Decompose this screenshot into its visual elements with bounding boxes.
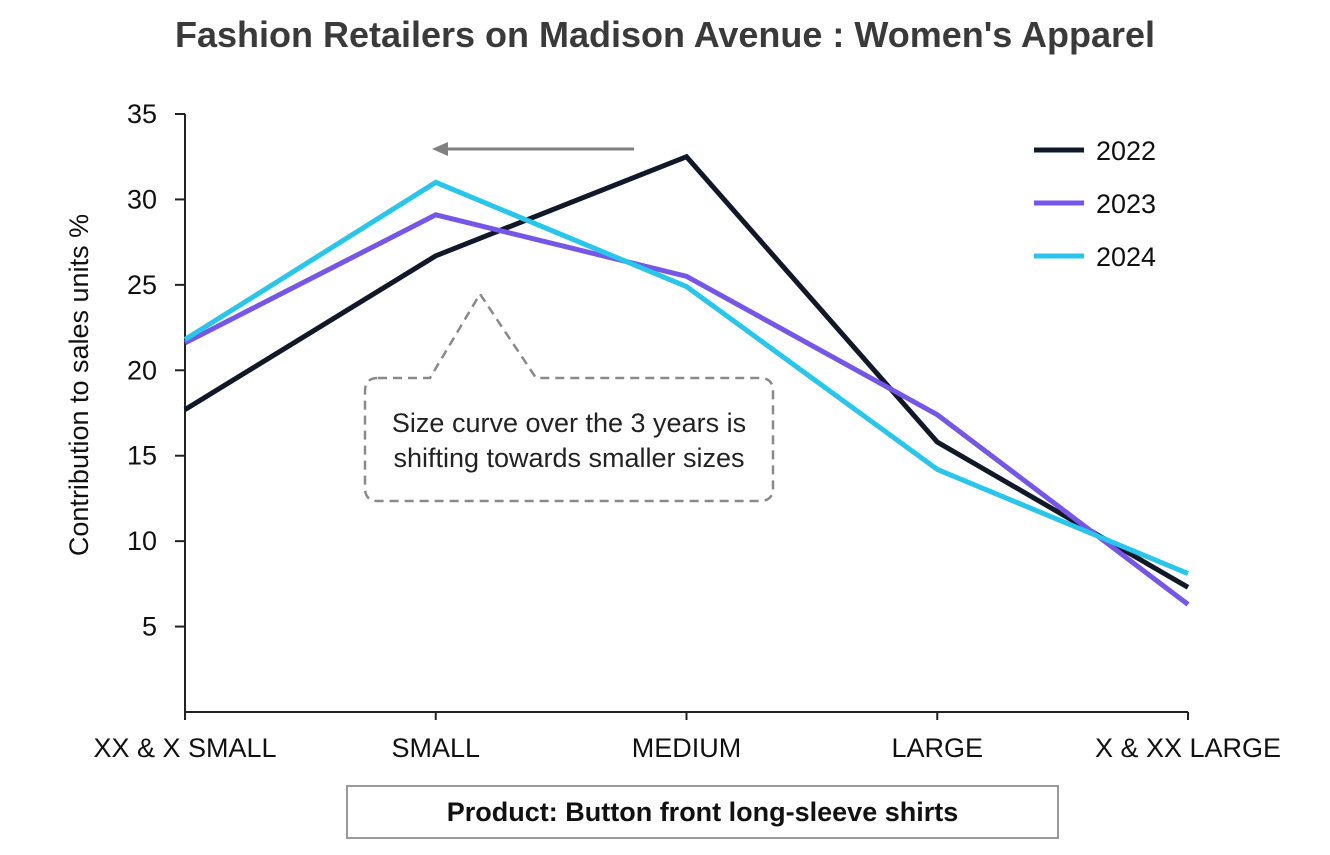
legend: 2022 2023 2024 [1034,136,1156,272]
y-tick-label: 25 [127,270,157,300]
x-tick-label: XX & X SMALL [93,733,276,763]
shift-arrow-head-icon [432,142,448,156]
product-label-box: Product: Button front long-sleeve shirts [346,785,1059,839]
x-tick-label: MEDIUM [632,733,742,763]
x-tick-label: LARGE [891,733,983,763]
y-tick-label: 15 [127,441,157,471]
y-tick-label: 5 [142,612,157,642]
legend-label-2023: 2023 [1096,189,1156,219]
legend-label-2024: 2024 [1096,242,1156,272]
chart-title: Fashion Retailers on Madison Avenue : Wo… [174,14,1156,55]
annotation-text: Size curve over the 3 years is shifting … [391,408,747,473]
annotation-callout-box [363,291,775,503]
series-line-2022 [183,153,1190,590]
annotation: Size curve over the 3 years is shifting … [363,142,775,503]
x-tick-label: SMALL [391,733,480,763]
y-axis-label: Contribution to sales units % [64,214,94,556]
series-line-2024 [183,179,1189,576]
y-tick-label: 10 [127,526,157,556]
series-lines [183,153,1190,607]
y-tick-label: 30 [127,184,157,214]
x-tick-label: X & XX LARGE [1095,733,1281,763]
legend-label-2022: 2022 [1096,136,1156,166]
y-tick-label: 35 [127,99,157,129]
axes: 5 10 15 20 25 30 35 XX & X SMALL SMALL MEDIUM LARG… [64,99,1281,763]
y-tick-label: 20 [127,355,157,385]
